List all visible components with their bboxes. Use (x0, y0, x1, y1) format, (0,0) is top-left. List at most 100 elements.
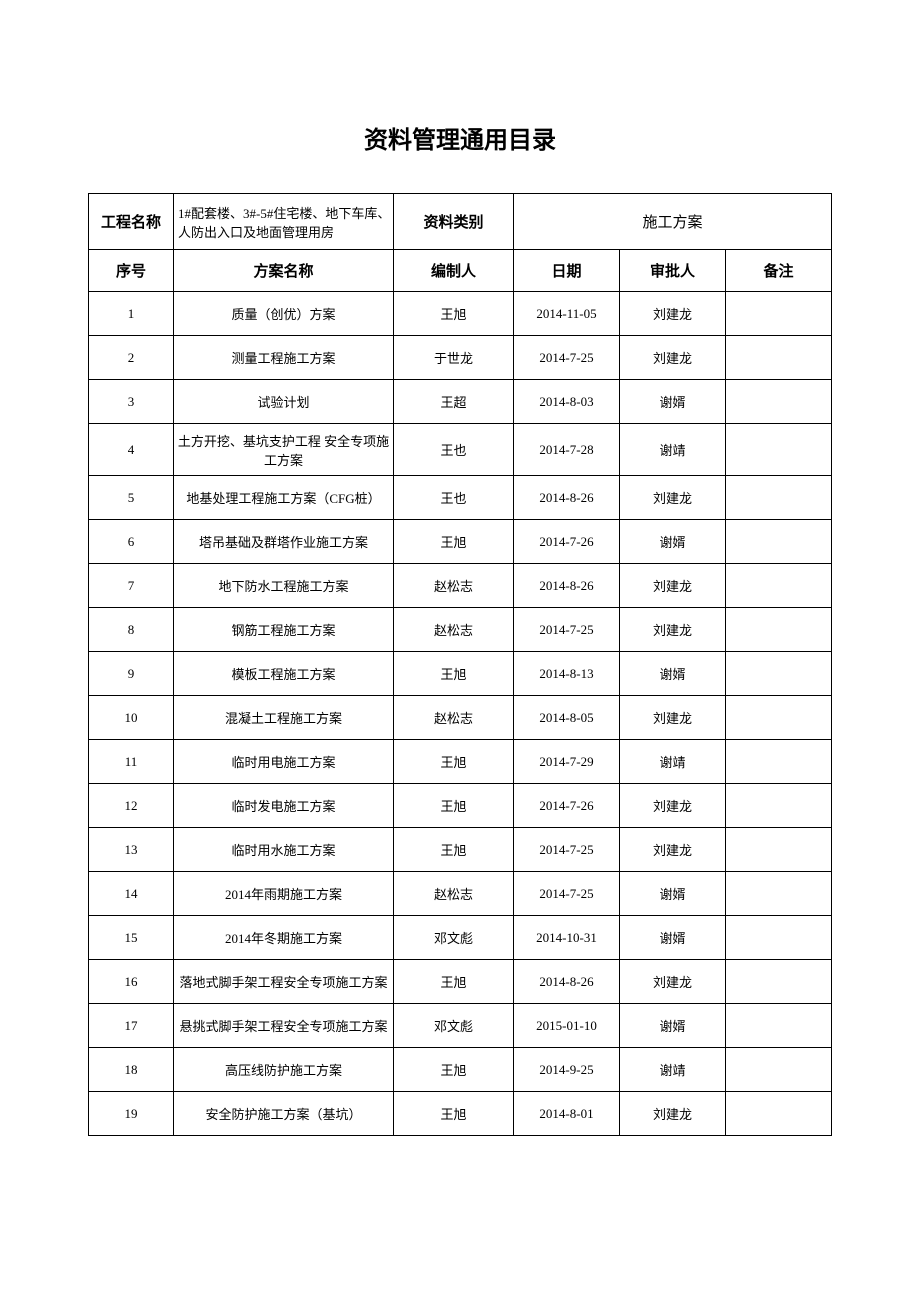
cell-date: 2014-8-26 (514, 960, 620, 1004)
cell-seq: 11 (89, 740, 174, 784)
cell-seq: 10 (89, 696, 174, 740)
table-row: 9模板工程施工方案王旭2014-8-13谢婿 (89, 652, 832, 696)
table-row: 1质量（创优）方案王旭2014-11-05刘建龙 (89, 292, 832, 336)
cell-name: 2014年雨期施工方案 (174, 872, 394, 916)
cell-name: 土方开挖、基坑支护工程 安全专项施工方案 (174, 424, 394, 476)
cell-name: 2014年冬期施工方案 (174, 916, 394, 960)
cell-remark (726, 520, 832, 564)
cell-author: 赵松志 (394, 696, 514, 740)
cell-author: 邓文彪 (394, 1004, 514, 1048)
cell-remark (726, 960, 832, 1004)
col-author-header: 编制人 (394, 250, 514, 292)
cell-author: 于世龙 (394, 336, 514, 380)
cell-approver: 刘建龙 (620, 828, 726, 872)
cell-approver: 刘建龙 (620, 696, 726, 740)
table-row: 16落地式脚手架工程安全专项施工方案王旭2014-8-26刘建龙 (89, 960, 832, 1004)
cell-remark (726, 740, 832, 784)
cell-name: 塔吊基础及群塔作业施工方案 (174, 520, 394, 564)
cell-date: 2014-7-28 (514, 424, 620, 476)
cell-seq: 16 (89, 960, 174, 1004)
cell-date: 2014-8-13 (514, 652, 620, 696)
cell-seq: 19 (89, 1092, 174, 1136)
cell-seq: 1 (89, 292, 174, 336)
cell-name: 临时用水施工方案 (174, 828, 394, 872)
cell-approver: 谢婿 (620, 520, 726, 564)
cell-author: 王旭 (394, 1092, 514, 1136)
cell-author: 王旭 (394, 652, 514, 696)
cell-date: 2014-7-25 (514, 872, 620, 916)
cell-remark (726, 916, 832, 960)
cell-approver: 谢婿 (620, 1004, 726, 1048)
cell-date: 2015-01-10 (514, 1004, 620, 1048)
cell-remark (726, 608, 832, 652)
cell-name: 质量（创优）方案 (174, 292, 394, 336)
cell-remark (726, 380, 832, 424)
cell-remark (726, 336, 832, 380)
cell-date: 2014-8-26 (514, 564, 620, 608)
cell-approver: 谢靖 (620, 424, 726, 476)
cell-name: 安全防护施工方案（基坑） (174, 1092, 394, 1136)
table-row: 5地基处理工程施工方案（CFG桩）王也2014-8-26刘建龙 (89, 476, 832, 520)
project-value: 1#配套楼、3#-5#住宅楼、地下车库、人防出入口及地面管理用房 (174, 194, 394, 250)
cell-author: 王也 (394, 476, 514, 520)
cell-approver: 刘建龙 (620, 960, 726, 1004)
page-title: 资料管理通用目录 (88, 120, 832, 155)
cell-name: 临时用电施工方案 (174, 740, 394, 784)
cell-approver: 刘建龙 (620, 292, 726, 336)
cell-remark (726, 828, 832, 872)
cell-author: 王旭 (394, 292, 514, 336)
cell-date: 2014-8-26 (514, 476, 620, 520)
cell-seq: 18 (89, 1048, 174, 1092)
cell-author: 邓文彪 (394, 916, 514, 960)
cell-seq: 13 (89, 828, 174, 872)
cell-author: 赵松志 (394, 608, 514, 652)
cell-name: 试验计划 (174, 380, 394, 424)
cell-approver: 刘建龙 (620, 784, 726, 828)
cell-seq: 2 (89, 336, 174, 380)
cell-author: 王旭 (394, 784, 514, 828)
cell-approver: 谢婿 (620, 872, 726, 916)
cell-seq: 17 (89, 1004, 174, 1048)
cell-author: 王旭 (394, 520, 514, 564)
col-approver-header: 审批人 (620, 250, 726, 292)
cell-approver: 谢靖 (620, 1048, 726, 1092)
cell-seq: 9 (89, 652, 174, 696)
cell-approver: 谢婿 (620, 380, 726, 424)
cell-author: 王旭 (394, 1048, 514, 1092)
table-row: 19安全防护施工方案（基坑）王旭2014-8-01刘建龙 (89, 1092, 832, 1136)
cell-remark (726, 1048, 832, 1092)
cell-approver: 刘建龙 (620, 608, 726, 652)
table-row: 8钢筋工程施工方案赵松志2014-7-25刘建龙 (89, 608, 832, 652)
col-seq-header: 序号 (89, 250, 174, 292)
cell-approver: 刘建龙 (620, 336, 726, 380)
cell-date: 2014-7-26 (514, 520, 620, 564)
project-header-row: 工程名称 1#配套楼、3#-5#住宅楼、地下车库、人防出入口及地面管理用房 资料… (89, 194, 832, 250)
cell-remark (726, 784, 832, 828)
cell-remark (726, 1004, 832, 1048)
cell-author: 王超 (394, 380, 514, 424)
cell-date: 2014-7-25 (514, 336, 620, 380)
cell-date: 2014-7-25 (514, 828, 620, 872)
cell-approver: 刘建龙 (620, 1092, 726, 1136)
cell-name: 落地式脚手架工程安全专项施工方案 (174, 960, 394, 1004)
cell-remark (726, 424, 832, 476)
cell-remark (726, 292, 832, 336)
cell-seq: 3 (89, 380, 174, 424)
table-row: 11临时用电施工方案王旭2014-7-29谢靖 (89, 740, 832, 784)
cell-date: 2014-7-26 (514, 784, 620, 828)
project-label: 工程名称 (89, 194, 174, 250)
cell-name: 混凝土工程施工方案 (174, 696, 394, 740)
cell-approver: 刘建龙 (620, 476, 726, 520)
cell-name: 钢筋工程施工方案 (174, 608, 394, 652)
column-header-row: 序号 方案名称 编制人 日期 审批人 备注 (89, 250, 832, 292)
cell-author: 赵松志 (394, 564, 514, 608)
cell-seq: 4 (89, 424, 174, 476)
cell-date: 2014-7-25 (514, 608, 620, 652)
cell-author: 王也 (394, 424, 514, 476)
table-row: 142014年雨期施工方案赵松志2014-7-25谢婿 (89, 872, 832, 916)
cell-date: 2014-9-25 (514, 1048, 620, 1092)
col-date-header: 日期 (514, 250, 620, 292)
cell-date: 2014-7-29 (514, 740, 620, 784)
cell-author: 王旭 (394, 960, 514, 1004)
table-row: 6塔吊基础及群塔作业施工方案王旭2014-7-26谢婿 (89, 520, 832, 564)
